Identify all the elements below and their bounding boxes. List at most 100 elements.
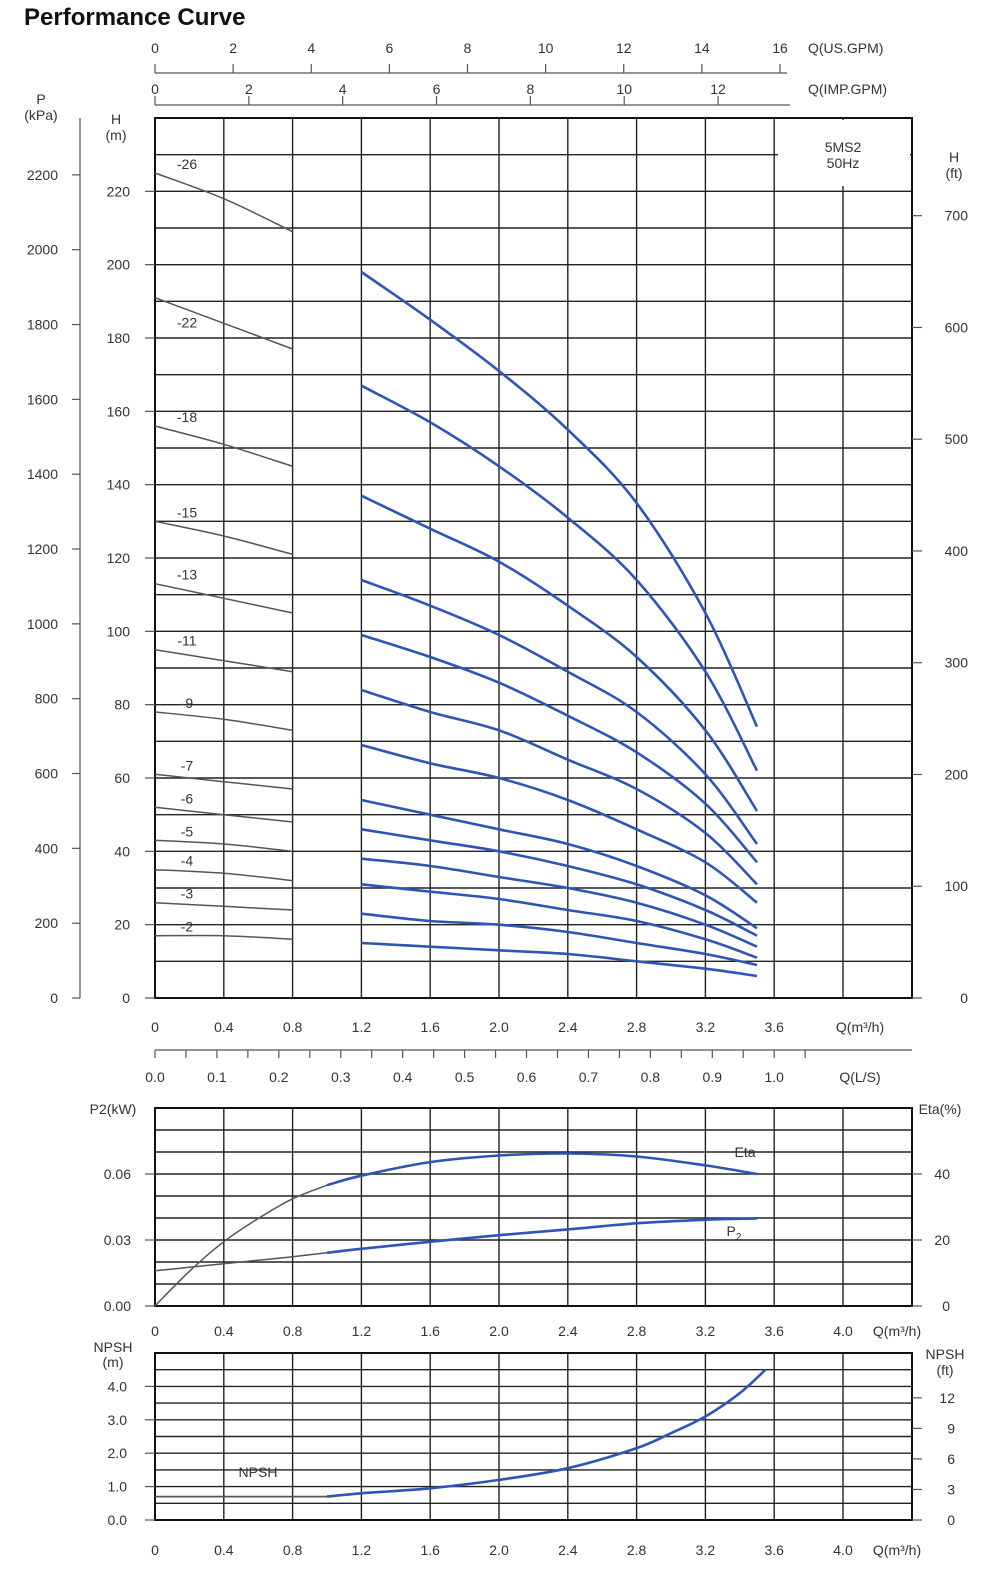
q-m3h-tick-label: 2.8	[627, 1019, 647, 1035]
head-curve--4	[361, 883, 758, 959]
head-curve--13	[361, 633, 758, 864]
npsh-m-axis-unit: (m)	[103, 1354, 124, 1370]
stage-label: -26	[177, 156, 197, 172]
stage-label: -22	[177, 315, 197, 331]
npsh-m-axis-title: NPSH	[94, 1339, 133, 1355]
stage-label: -11	[177, 633, 196, 649]
ls-tick-label: 0.8	[641, 1069, 661, 1085]
h-m-tick-label: 20	[114, 917, 130, 933]
pressure-tick-label: 2200	[27, 167, 58, 183]
npsh-ft-axis-title: NPSH	[926, 1346, 965, 1362]
imp-gpm-tick-label: 8	[526, 81, 534, 97]
us-gpm-tick-label: 12	[616, 40, 632, 56]
head-curve-gray--18	[154, 425, 293, 468]
ls-tick-label: 0.3	[331, 1069, 351, 1085]
ls-tick-label: 0.2	[269, 1069, 289, 1085]
ls-tick-label: 0.1	[207, 1069, 227, 1085]
plot-frame	[154, 1352, 913, 1521]
npsh-ft-tick-label: 9	[947, 1420, 955, 1436]
stage-label: -13	[177, 567, 197, 583]
q-m3h-axis-label: Q(m³/h)	[836, 1019, 884, 1035]
pressure-tick-label: 1200	[27, 541, 58, 557]
head-curve-gray--26	[154, 172, 293, 233]
plot-frame	[154, 1107, 913, 1307]
head-curve--5	[361, 857, 758, 948]
stage-label: -9	[181, 695, 194, 711]
head-curve-gray--5	[154, 839, 293, 853]
q-m3h-tick-label: 2.0	[489, 1019, 509, 1035]
h-m-tick-label: 120	[107, 550, 131, 566]
h-ft-tick-label: 400	[945, 543, 969, 559]
h-m-tick-label: 100	[107, 623, 131, 639]
h-ft-tick-label: 300	[945, 655, 969, 671]
npsh-series-label: NPSH	[239, 1464, 278, 1480]
npsh-curve	[326, 1368, 767, 1498]
q-tick-label: 2.8	[627, 1542, 647, 1558]
head-curve--9	[361, 743, 758, 904]
q-tick-label: 3.6	[764, 1323, 784, 1339]
pressure-tick-label: 400	[35, 840, 59, 856]
h-m-tick-label: 180	[107, 330, 131, 346]
q-tick-label: 1.6	[420, 1542, 440, 1558]
head-curve-gray--4	[154, 868, 293, 882]
p2-tick-label: 0.06	[104, 1166, 131, 1182]
q-m3h-tick-label: 0.4	[214, 1019, 234, 1035]
q-m3h-tick-label: 2.4	[558, 1019, 578, 1035]
h-ft-tick-label: 100	[945, 878, 969, 894]
imp-gpm-tick-label: 2	[245, 81, 253, 97]
p2-series-subscript: 2	[736, 1232, 742, 1243]
h-ft-axis-unit: (ft)	[945, 165, 962, 181]
q-axis-label: Q(m³/h)	[873, 1542, 921, 1558]
npsh-m-tick-label: 1.0	[108, 1479, 128, 1495]
q-tick-label: 3.6	[764, 1542, 784, 1558]
npsh-m-tick-label: 0.0	[108, 1512, 128, 1528]
q-tick-label: 3.2	[696, 1542, 716, 1558]
q-m3h-tick-label: 0	[151, 1019, 159, 1035]
ls-tick-label: 0.9	[703, 1069, 723, 1085]
h-m-tick-label: 160	[107, 403, 131, 419]
pressure-tick-label: 1000	[27, 616, 58, 632]
q-tick-label: 0	[151, 1542, 159, 1558]
ls-tick-label: 0.6	[517, 1069, 537, 1085]
stage-label: -15	[177, 504, 197, 520]
us-gpm-tick-label: 6	[385, 40, 393, 56]
h-ft-tick-label: 0	[960, 990, 968, 1006]
page-title: Performance Curve	[24, 4, 246, 31]
ls-tick-label: 0.4	[393, 1069, 413, 1085]
q-tick-label: 2.0	[489, 1323, 509, 1339]
curve-p2	[326, 1217, 758, 1255]
h-m-tick-label: 220	[107, 183, 131, 199]
q-tick-label: 1.6	[420, 1323, 440, 1339]
pressure-tick-label: 1800	[27, 317, 58, 333]
p2-tick-label: 0.03	[104, 1232, 131, 1248]
pressure-tick-label: 2000	[27, 242, 58, 258]
q-tick-label: 4.0	[833, 1323, 853, 1339]
p2-tick-label: 0.00	[104, 1298, 131, 1314]
h-ft-tick-label: 600	[945, 319, 969, 335]
head-curve--2	[361, 941, 758, 978]
imp-gpm-tick-label: 10	[616, 81, 632, 97]
eta-tick-label: 40	[934, 1166, 950, 1182]
q-axis-label: Q(m³/h)	[873, 1323, 921, 1339]
q-tick-label: 0	[151, 1323, 159, 1339]
us-gpm-tick-label: 16	[772, 40, 788, 56]
stage-label: -6	[181, 790, 194, 806]
h-m-tick-label: 140	[107, 477, 131, 493]
head-curve-gray--7	[154, 773, 293, 790]
head-curve--18	[360, 494, 759, 812]
head-curve-gray--6	[154, 806, 293, 823]
imp-gpm-tick-label: 4	[339, 81, 347, 97]
q-tick-label: 1.2	[352, 1542, 372, 1558]
imp-gpm-axis-label: Q(IMP.GPM)	[808, 81, 887, 97]
npsh-ft-tick-label: 3	[947, 1481, 955, 1497]
head-curve--3	[361, 912, 758, 967]
pressure-axis-title: P	[36, 91, 45, 107]
q-tick-label: 2.4	[558, 1323, 578, 1339]
npsh-ft-tick-label: 6	[947, 1451, 955, 1467]
curve-eta	[326, 1152, 758, 1187]
pressure-tick-label: 800	[35, 691, 59, 707]
q-m3h-tick-label: 1.2	[352, 1019, 372, 1035]
head-curve--15	[360, 578, 759, 845]
